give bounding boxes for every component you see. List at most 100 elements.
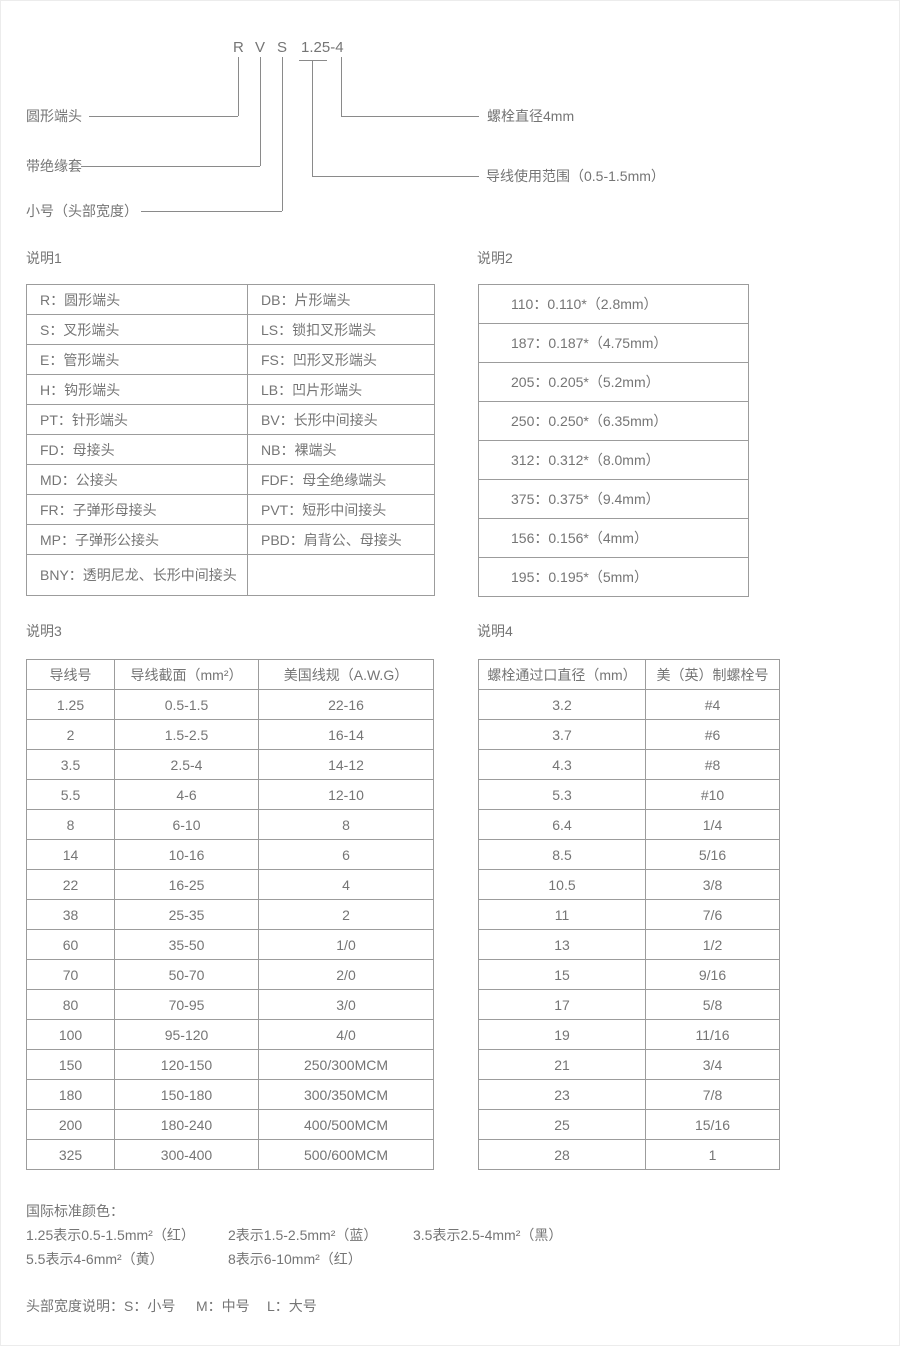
table-cell: 35-50 — [114, 929, 259, 960]
table-row: 25 15/16 — [478, 1109, 780, 1140]
table-row: 3.5 2.5-4 14-12 — [26, 749, 434, 780]
line-s-horizontal — [141, 211, 282, 212]
table-cell: 70-95 — [114, 989, 259, 1020]
table-row: 156：0.156*（4mm） — [478, 518, 749, 558]
table-row: S：叉形端头 LS：锁扣叉形端头 — [26, 314, 435, 345]
table-cell: 2 — [26, 719, 115, 750]
line-wire-horizontal — [312, 176, 479, 177]
line-wire-vertical — [312, 60, 313, 176]
table-cell: BNY：透明尼龙、长形中间接头 — [26, 554, 248, 596]
table-cell: #10 — [645, 779, 780, 810]
label-wire-range: 导线使用范围（0.5-1.5mm） — [486, 168, 665, 184]
table-cell: 10-16 — [114, 839, 259, 870]
table-cell: #4 — [645, 689, 780, 720]
head-width-note-s: 头部宽度说明：S：小号 — [26, 1298, 176, 1314]
section2-title: 说明2 — [477, 250, 513, 266]
table-cell: BV：长形中间接头 — [247, 404, 435, 435]
table-cell: 6-10 — [114, 809, 259, 840]
table-row: 38 25-35 2 — [26, 899, 434, 930]
code-part-r: R — [233, 39, 244, 56]
table-cell: 23 — [478, 1079, 646, 1110]
table-cell: 4 — [258, 869, 434, 900]
table-cell: 13 — [478, 929, 646, 960]
table-header-cell: 螺栓通过口直径（mm） — [478, 659, 646, 690]
table-cell: 70 — [26, 959, 115, 990]
table-cell: 3.7 — [478, 719, 646, 750]
table-cell: MP：子弹形公接头 — [26, 524, 248, 555]
table-cell: R：圆形端头 — [26, 284, 248, 315]
line-s-vertical — [282, 57, 283, 211]
table-row: 150 120-150 250/300MCM — [26, 1049, 434, 1080]
table-cell: 5/16 — [645, 839, 780, 870]
table-row: 375：0.375*（9.4mm） — [478, 479, 749, 519]
color-note-8: 8表示6-10mm²（红） — [228, 1251, 362, 1267]
table-row: BNY：透明尼龙、长形中间接头 — [26, 554, 435, 596]
table-cell: 25 — [478, 1109, 646, 1140]
section1-title: 说明1 — [26, 250, 62, 266]
code-part-s: S — [277, 39, 288, 56]
table-cell: MD：公接头 — [26, 464, 248, 495]
table-row: 23 7/8 — [478, 1079, 780, 1110]
code-part-size: 1.25-4 — [301, 39, 344, 56]
line-v-vertical — [260, 57, 261, 166]
table-cell: 38 — [26, 899, 115, 930]
table-cell: 300-400 — [114, 1139, 259, 1170]
table-row: 14 10-16 6 — [26, 839, 434, 870]
table-cell: 16-25 — [114, 869, 259, 900]
table-row: 4.3 #8 — [478, 749, 780, 780]
table-row: 8 6-10 8 — [26, 809, 434, 840]
table-cell: 400/500MCM — [258, 1109, 434, 1140]
table-cell: 195：0.195*（5mm） — [478, 557, 749, 597]
table-cell: 19 — [478, 1019, 646, 1050]
table-cell: 16-14 — [258, 719, 434, 750]
table-cell: 3/0 — [258, 989, 434, 1020]
table-cell: 14-12 — [258, 749, 434, 780]
table-cell: PT：针形端头 — [26, 404, 248, 435]
table-cell: S：叉形端头 — [26, 314, 248, 345]
line-v-horizontal — [81, 166, 260, 167]
table-row: 180 150-180 300/350MCM — [26, 1079, 434, 1110]
label-insulated-sleeve: 带绝缘套 — [26, 158, 82, 174]
table-cell: 250/300MCM — [258, 1049, 434, 1080]
table-row: 6.4 1/4 — [478, 809, 780, 840]
table-cell: 2 — [258, 899, 434, 930]
table-cell: 12-10 — [258, 779, 434, 810]
table-cell: 60 — [26, 929, 115, 960]
table-header-cell: 美（英）制螺栓号 — [645, 659, 780, 690]
table-cell: H：钩形端头 — [26, 374, 248, 405]
table-cell: LB：凹片形端头 — [247, 374, 435, 405]
table-row: 10.5 3/8 — [478, 869, 780, 900]
table-cell: 14 — [26, 839, 115, 870]
table-cell: 8.5 — [478, 839, 646, 870]
table-cell: 11/16 — [645, 1019, 780, 1050]
table-cell: 375：0.375*（9.4mm） — [478, 479, 749, 519]
table-cell: 6 — [258, 839, 434, 870]
table-cell: 15 — [478, 959, 646, 990]
table-row: 110：0.110*（2.8mm） — [478, 284, 749, 324]
table-row: 70 50-70 2/0 — [26, 959, 434, 990]
table-cell: 7/6 — [645, 899, 780, 930]
table-row: MD：公接头 FDF：母全绝缘端头 — [26, 464, 435, 495]
table-cell: FDF：母全绝缘端头 — [247, 464, 435, 495]
table-row: 100 95-120 4/0 — [26, 1019, 434, 1050]
table-row: 250：0.250*（6.35mm） — [478, 401, 749, 441]
table-cell: 187：0.187*（4.75mm） — [478, 323, 749, 363]
table-cell: 2/0 — [258, 959, 434, 990]
table-cell: 156：0.156*（4mm） — [478, 518, 749, 558]
table-cell: FR：子弹形母接头 — [26, 494, 248, 525]
table-row: MP：子弹形公接头 PBD：肩背公、母接头 — [26, 524, 435, 555]
table-row: 187：0.187*（4.75mm） — [478, 323, 749, 363]
table-cell: 15/16 — [645, 1109, 780, 1140]
table-cell: 25-35 — [114, 899, 259, 930]
color-note-5-5: 5.5表示4-6mm²（黄） — [26, 1251, 164, 1267]
table-row: 312：0.312*（8.0mm） — [478, 440, 749, 480]
table-cell: 200 — [26, 1109, 115, 1140]
color-note-1-25: 1.25表示0.5-1.5mm²（红） — [26, 1227, 195, 1243]
table-header-cell: 美国线规（A.W.G） — [258, 659, 434, 690]
table-cell: 5/8 — [645, 989, 780, 1020]
table-row: 15 9/16 — [478, 959, 780, 990]
table-row: R：圆形端头 DB：片形端头 — [26, 284, 435, 315]
table-cell: 3/4 — [645, 1049, 780, 1080]
table-cell: PVT：短形中间接头 — [247, 494, 435, 525]
